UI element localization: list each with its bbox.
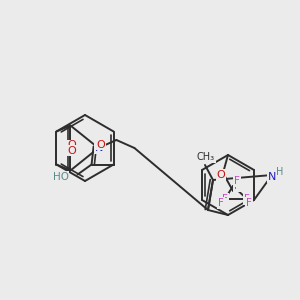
Text: F: F [234, 181, 240, 191]
Text: H: H [276, 167, 284, 177]
Text: O: O [67, 146, 76, 155]
Text: O: O [96, 140, 105, 149]
Text: F: F [234, 176, 240, 186]
Text: N: N [268, 172, 276, 182]
Text: N: N [95, 143, 103, 153]
Text: O: O [67, 140, 76, 151]
Text: F: F [218, 198, 224, 208]
Text: O: O [217, 170, 225, 180]
Text: F: F [244, 194, 250, 204]
Text: F: F [222, 194, 228, 204]
Text: CH₃: CH₃ [197, 152, 215, 162]
Text: HO: HO [52, 172, 69, 182]
Text: F: F [246, 198, 252, 208]
